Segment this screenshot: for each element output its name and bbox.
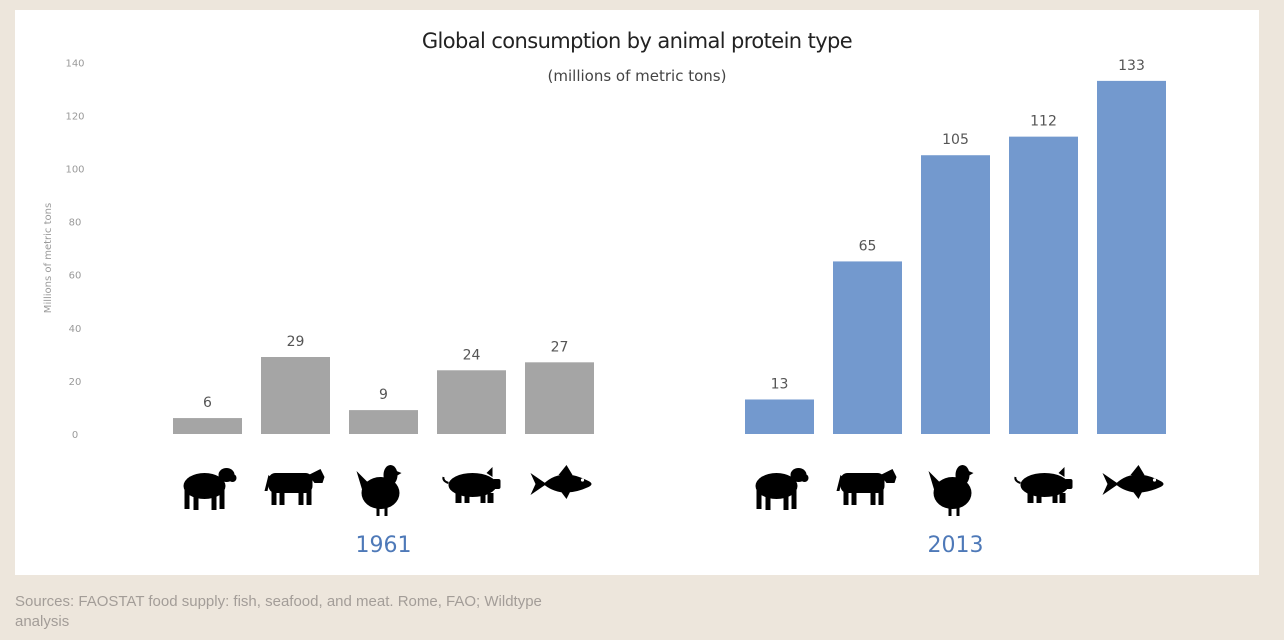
bar-2013-fish <box>1097 80 1166 434</box>
y-axis: 0 20 40 60 80 100 120 140 <box>65 58 84 441</box>
chicken-icon <box>356 465 402 516</box>
chart-title: Global consumption by animal protein typ… <box>422 29 852 53</box>
sheep-icon <box>183 468 237 510</box>
bar-2013-cattle <box>833 261 902 434</box>
y-tick-label: 140 <box>65 58 84 69</box>
bar-2013-poultry <box>921 155 990 434</box>
data-label: 27 <box>551 339 569 355</box>
data-label: 24 <box>463 347 481 363</box>
sheep-icon <box>755 468 809 510</box>
chart-panel: 0 20 40 60 80 100 120 140 Millions of metric to… <box>15 10 1259 575</box>
cow-icon <box>836 469 897 505</box>
y-tick-label: 100 <box>65 165 84 176</box>
group-label: 1961 <box>356 533 412 558</box>
bar-2013-pig <box>1009 136 1078 434</box>
bar-1961-cattle <box>261 357 330 434</box>
cow-icon <box>264 469 325 505</box>
y-tick-label: 0 <box>72 430 78 441</box>
data-label: 65 <box>859 238 877 254</box>
data-label: 9 <box>379 387 388 403</box>
y-tick-label: 40 <box>69 324 82 335</box>
data-label: 105 <box>942 132 969 148</box>
bars: 6 29 9 24 27 1961 13 65 105 112 133 2013 <box>173 58 1166 558</box>
bar-1961-pig <box>437 370 506 434</box>
data-label: 29 <box>287 334 305 350</box>
bar-1961-sheep <box>173 418 242 434</box>
fish-icon <box>530 465 592 499</box>
bar-chart: 0 20 40 60 80 100 120 140 Millions of metric to… <box>43 29 1166 558</box>
data-label: 133 <box>1118 58 1145 74</box>
data-label: 13 <box>771 376 789 392</box>
y-tick-label: 20 <box>69 377 82 388</box>
pig-icon <box>1014 467 1073 503</box>
chicken-icon <box>928 465 974 516</box>
y-tick-label: 60 <box>69 271 82 282</box>
bar-1961-fish <box>525 362 594 434</box>
fish-icon <box>1102 465 1164 499</box>
source-note: Sources: FAOSTAT food supply: fish, seaf… <box>15 593 542 630</box>
y-tick-label: 120 <box>65 111 84 122</box>
bar-2013-sheep <box>745 399 814 434</box>
data-label: 6 <box>203 395 212 411</box>
data-label: 112 <box>1030 114 1057 130</box>
pig-icon <box>442 467 501 503</box>
y-axis-label: Millions of metric tons <box>43 203 54 313</box>
animal-icons <box>183 465 1164 516</box>
group-label: 2013 <box>928 533 984 558</box>
chart-subtitle: (millions of metric tons) <box>548 67 727 85</box>
y-tick-label: 80 <box>69 218 82 229</box>
bar-1961-poultry <box>349 410 418 434</box>
